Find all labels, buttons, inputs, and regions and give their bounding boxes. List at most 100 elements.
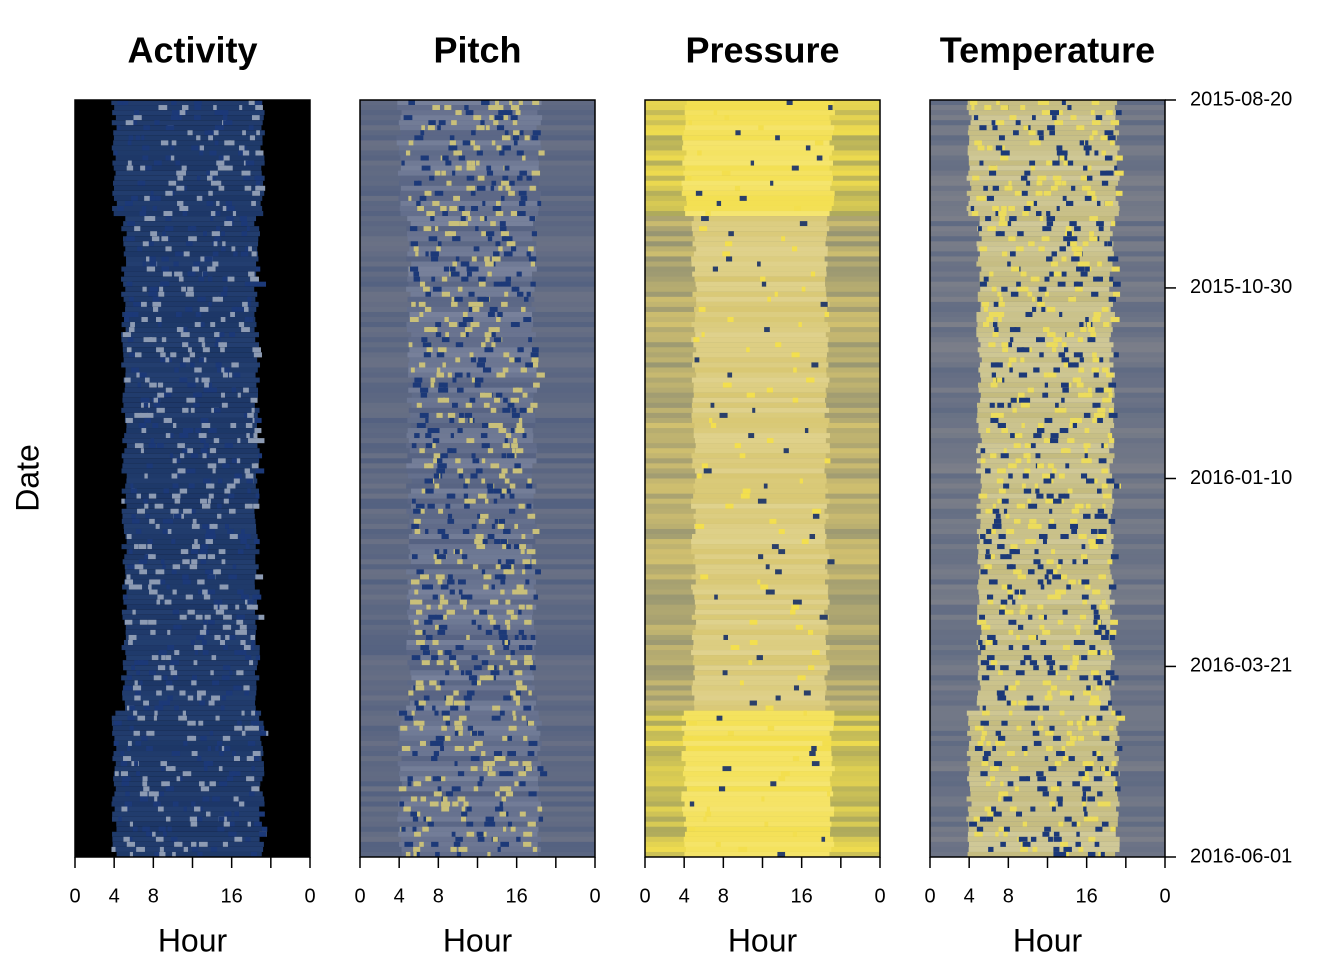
- texture-speck: [187, 226, 195, 232]
- texture-speck: [447, 579, 455, 585]
- texture-speck: [177, 443, 185, 449]
- texture-speck: [1068, 362, 1076, 368]
- texture-speck: [441, 534, 449, 540]
- texture-speck: [1056, 751, 1065, 757]
- texture-speck: [1114, 170, 1124, 177]
- texture-speck: [1030, 165, 1036, 172]
- texture-speck: [255, 493, 260, 500]
- texture-speck: [451, 301, 458, 308]
- texture-speck: [212, 130, 219, 136]
- texture-speck: [987, 634, 996, 641]
- texture-band: [684, 155, 830, 162]
- texture-band: [411, 634, 537, 641]
- texture-speck: [131, 195, 138, 202]
- texture-band: [966, 816, 1118, 823]
- texture-speck: [251, 766, 255, 772]
- texture-speck: [251, 200, 256, 207]
- texture-band: [971, 801, 1120, 808]
- texture-speck: [1048, 473, 1055, 479]
- texture-speck: [433, 751, 440, 757]
- texture-speck: [111, 846, 116, 853]
- texture-speck: [1012, 407, 1017, 414]
- texture-band: [407, 428, 533, 434]
- texture-speck: [1071, 821, 1077, 828]
- texture-speck: [1109, 634, 1115, 641]
- texture-speck: [1040, 639, 1047, 646]
- texture-speck: [413, 271, 420, 278]
- texture-speck: [1048, 438, 1053, 444]
- texture-speck: [994, 761, 1003, 767]
- texture-band: [694, 599, 830, 606]
- texture-speck: [1092, 357, 1100, 363]
- texture-speck: [179, 362, 186, 368]
- texture-speck: [444, 650, 452, 656]
- texture-speck: [158, 322, 162, 328]
- texture-speck: [1046, 221, 1054, 227]
- texture-band: [123, 523, 257, 530]
- texture-band: [693, 513, 829, 520]
- texture-speck: [441, 337, 450, 343]
- texture-speck: [450, 271, 460, 278]
- texture-speck: [127, 745, 131, 752]
- texture-speck: [458, 589, 463, 596]
- texture-band: [126, 478, 258, 485]
- texture-speck: [173, 513, 182, 520]
- texture-speck: [1071, 508, 1080, 515]
- texture-speck: [1052, 175, 1062, 182]
- texture-speck: [1058, 559, 1063, 565]
- texture-speck: [1092, 317, 1101, 323]
- texture-speck: [217, 503, 222, 510]
- texture-speck: [1068, 296, 1077, 303]
- texture-speck: [1107, 433, 1113, 439]
- texture-speck: [157, 382, 164, 389]
- texture-speck: [177, 200, 184, 207]
- texture-band: [979, 594, 1110, 601]
- texture-speck: [226, 776, 234, 782]
- texture-band: [967, 150, 1118, 157]
- texture-band: [397, 740, 542, 747]
- texture-speck: [425, 286, 430, 293]
- texture-band: [981, 650, 1110, 656]
- texture-speck: [234, 836, 243, 843]
- texture-speck: [449, 589, 455, 596]
- texture-speck: [503, 528, 511, 535]
- texture-speck: [170, 352, 177, 358]
- texture-speck: [454, 549, 460, 555]
- texture-speck: [448, 493, 454, 500]
- texture-speck: [1086, 685, 1091, 691]
- texture-speck: [490, 463, 500, 469]
- texture-speck: [143, 402, 149, 409]
- texture-speck: [1017, 392, 1025, 399]
- texture-speck: [234, 725, 243, 732]
- texture-band: [122, 438, 260, 444]
- texture-band: [981, 483, 1115, 490]
- texture-band: [977, 554, 1113, 560]
- texture-speck: [1001, 205, 1007, 212]
- texture-speck: [1024, 705, 1033, 712]
- texture-speck: [695, 190, 703, 197]
- texture-speck: [195, 377, 199, 384]
- texture-band: [968, 200, 1119, 207]
- texture-speck: [693, 337, 700, 343]
- texture-speck: [1094, 513, 1104, 520]
- texture-speck: [734, 185, 741, 192]
- texture-band: [692, 559, 828, 565]
- texture-speck: [1060, 534, 1069, 540]
- texture-speck: [1110, 120, 1120, 126]
- texture-speck: [195, 428, 201, 434]
- texture-speck: [1006, 528, 1015, 535]
- texture-band: [977, 544, 1114, 550]
- texture-speck: [1022, 645, 1030, 651]
- texture-speck: [1049, 665, 1054, 671]
- texture-band: [685, 745, 832, 752]
- texture-speck: [1063, 362, 1069, 368]
- texture-speck: [1049, 801, 1056, 808]
- texture-speck: [122, 776, 131, 782]
- texture-speck: [510, 322, 518, 328]
- texture-speck: [978, 226, 982, 232]
- texture-speck: [252, 190, 260, 197]
- texture-speck: [1087, 796, 1096, 802]
- texture-band: [408, 614, 533, 621]
- texture-band: [125, 246, 258, 252]
- texture-speck: [437, 740, 444, 747]
